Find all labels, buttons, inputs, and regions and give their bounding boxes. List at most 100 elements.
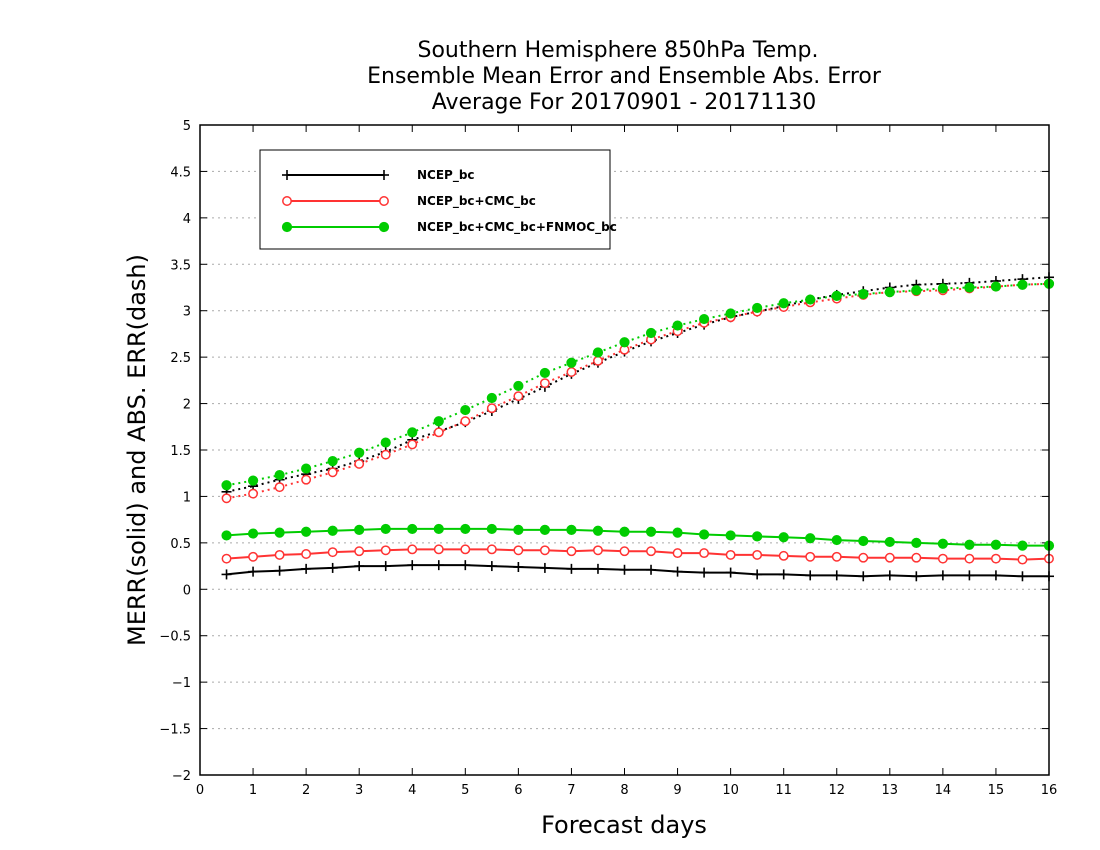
merr-point xyxy=(274,565,285,576)
y-tick-label: −1 xyxy=(172,676,191,691)
merr-point xyxy=(964,553,975,564)
merr-point xyxy=(752,549,763,560)
abs-err-point xyxy=(486,392,497,404)
abs-err-point xyxy=(274,469,285,481)
merr-point xyxy=(990,570,1001,581)
merr-line xyxy=(226,527,1049,547)
merr-point xyxy=(327,562,338,573)
abs-err-point xyxy=(380,449,391,460)
merr-point xyxy=(460,544,471,555)
abs-err-point xyxy=(725,308,736,319)
merr-point xyxy=(884,570,895,581)
x-axis-ticks: 0 1 2 3 4 5 6 7 8 9 10 11 12 13 14 15 16 xyxy=(196,125,1057,798)
x-tick-label: 13 xyxy=(882,783,899,798)
merr-point xyxy=(566,563,577,574)
merr-point xyxy=(486,523,497,535)
abs-err-point xyxy=(539,378,550,389)
merr-point xyxy=(911,552,922,563)
abs-err-point xyxy=(433,416,444,427)
x-tick-label: 8 xyxy=(620,783,628,798)
legend-marker xyxy=(282,170,292,180)
merr-point xyxy=(433,544,444,555)
merr-point xyxy=(407,544,418,555)
abs-err-point xyxy=(619,337,630,348)
merr-point xyxy=(354,546,365,557)
merr-point xyxy=(646,546,656,557)
merr-point xyxy=(805,533,816,544)
x-tick-label: 1 xyxy=(249,783,257,798)
y-tick-label: 2 xyxy=(183,398,191,413)
merr-point xyxy=(831,551,842,562)
abs-err-point xyxy=(301,463,312,474)
merr-point xyxy=(566,524,577,535)
abs-err-point xyxy=(566,357,577,368)
legend-marker xyxy=(379,170,389,180)
series-3 xyxy=(221,278,1055,551)
merr-point xyxy=(778,532,789,543)
merr-point xyxy=(380,545,391,556)
x-tick-label: 2 xyxy=(302,783,310,798)
merr-point xyxy=(274,527,285,538)
x-tick-label: 4 xyxy=(408,783,416,798)
abs-err-point xyxy=(407,427,418,438)
abs-err-point xyxy=(354,458,365,469)
abs-err-point xyxy=(698,313,710,325)
legend-box xyxy=(259,149,611,250)
merr-point xyxy=(990,553,1001,564)
merr-point xyxy=(990,539,1002,550)
abs-err-point xyxy=(460,416,471,427)
abs-err-point xyxy=(301,474,312,485)
y-tick-label: −1.5 xyxy=(159,723,191,738)
abs-err-point xyxy=(407,439,418,450)
abs-err-point xyxy=(1017,279,1028,290)
merr-point xyxy=(592,525,604,536)
y-tick-label: 5 xyxy=(183,119,191,134)
y-tick-label: 1 xyxy=(183,490,191,505)
abs-err-point xyxy=(964,282,975,293)
merr-point xyxy=(831,534,842,546)
merr-point xyxy=(433,523,444,535)
abs-err-point xyxy=(592,347,604,358)
merr-point xyxy=(221,530,232,541)
merr-point xyxy=(699,548,710,559)
series-2 xyxy=(221,278,1054,565)
merr-point xyxy=(354,524,365,535)
legend: NCEP_bc NCEP_bc+CMC_bc NCEP_bc+CMC_bc+FNMO… xyxy=(259,149,617,250)
merr-point xyxy=(911,571,922,582)
merr-point xyxy=(805,551,816,562)
abs-err-point xyxy=(539,367,551,379)
merr-point xyxy=(646,564,657,575)
chart-title: Southern Hemisphere 850hPa Temp. Ensembl… xyxy=(367,38,882,115)
merr-point xyxy=(354,561,365,572)
merr-point xyxy=(248,551,259,562)
abs-err-point xyxy=(248,488,259,499)
merr-point xyxy=(247,528,259,539)
abs-err-point xyxy=(221,480,232,491)
merr-point xyxy=(619,564,630,575)
y-tick-label: 0 xyxy=(183,583,191,598)
title-line-2: Ensemble Mean Error and Ensemble Abs. Er… xyxy=(367,64,882,89)
merr-point xyxy=(486,544,497,555)
merr-point xyxy=(592,563,603,574)
abs-err-point xyxy=(460,404,471,416)
merr-point xyxy=(513,545,524,556)
series-1 xyxy=(221,272,1054,582)
abs-err-point xyxy=(221,493,232,504)
merr-point xyxy=(725,567,736,578)
abs-err-point xyxy=(778,298,789,309)
merr-point xyxy=(858,535,869,547)
y-tick-label: −0.5 xyxy=(159,630,191,645)
merr-point xyxy=(911,537,922,548)
merr-line xyxy=(226,564,1049,578)
abs-err-point xyxy=(327,467,338,478)
merr-point xyxy=(327,547,338,558)
merr-point xyxy=(725,530,736,541)
merr-point xyxy=(274,549,285,560)
merr-point xyxy=(937,570,948,581)
title-line-3: Average For 20170901 - 20171130 xyxy=(432,90,817,115)
y-axis-ticks: −2 −1.5 −1 −0.5 0 0.5 1 1.5 2 2.5 3 3.5 4 4.5 5 xyxy=(159,119,1049,784)
merr-point xyxy=(407,560,418,571)
merr-point xyxy=(752,569,763,580)
abs-err-point xyxy=(513,380,524,392)
title-line-1: Southern Hemisphere 850hPa Temp. xyxy=(418,38,819,63)
